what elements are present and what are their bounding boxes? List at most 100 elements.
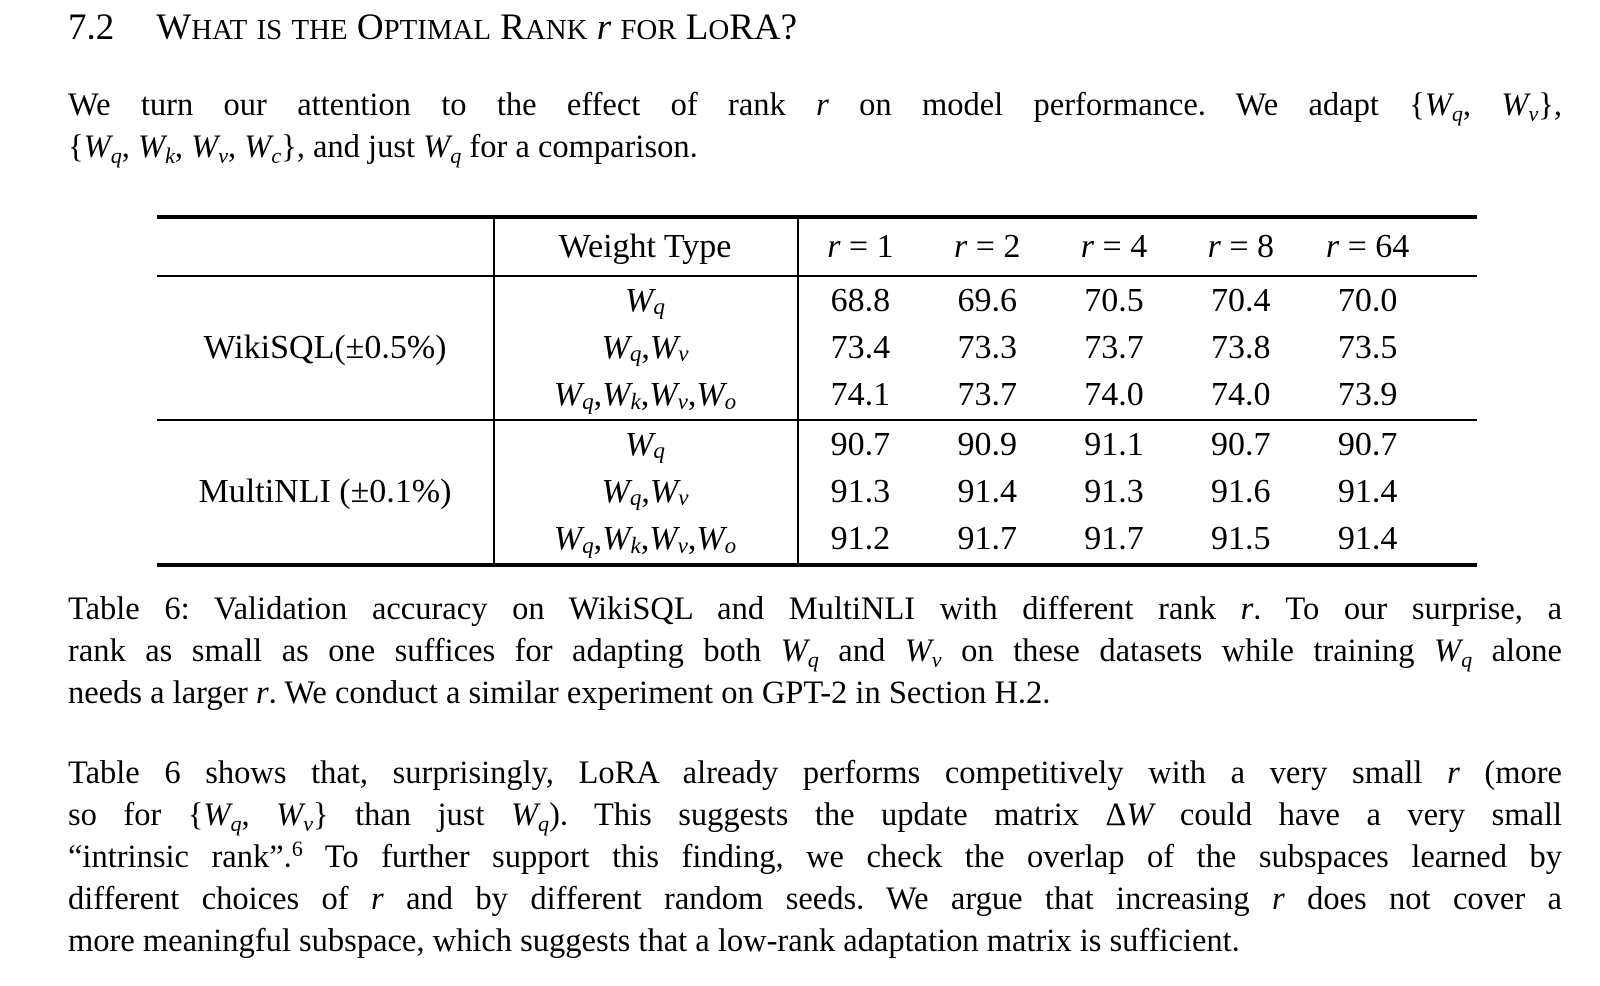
math-var: W (649, 520, 678, 558)
math-subscript: q (1461, 646, 1473, 672)
math-var: W (553, 376, 583, 414)
accuracy-value: 73.4 (830, 328, 891, 366)
table-row: 74.1 73.7 74.0 74.0 73.9 (797, 372, 1431, 419)
text-segment: Table 6 shows that, surprisingly, LoRA a… (68, 755, 1448, 791)
values-column: 90.7 90.9 91.1 90.7 90.7 91.3 91.4 91.3 91.6 91.4… (797, 421, 1477, 563)
math-var: W (904, 633, 932, 669)
text-segment: FOR (620, 14, 677, 46)
math-var: W (602, 520, 631, 558)
dataset-label: WikiSQL(±0.5%) (203, 328, 447, 366)
text-segment: , (241, 797, 277, 833)
accuracy-value: 91.4 (957, 472, 1017, 510)
text-segment: = 64 (1339, 228, 1410, 265)
text-segment: , (593, 376, 603, 414)
math-var: W (276, 797, 304, 833)
accuracy-value: 90.7 (1337, 425, 1398, 463)
accuracy-value: 74.1 (830, 376, 891, 414)
text-segment: (more (1459, 755, 1562, 791)
text-segment: needs a larger (68, 675, 256, 711)
math-subscript: k (165, 142, 175, 168)
text-segment: , (1462, 87, 1502, 123)
math-subscript: c (271, 142, 282, 168)
accuracy-value: 91.6 (1211, 472, 1271, 510)
accuracy-value: 69.6 (957, 281, 1017, 319)
math-var: r (256, 675, 269, 711)
table-row: 90.7 90.9 91.1 90.7 90.7 (797, 421, 1431, 468)
text-segment: ANK (524, 14, 588, 46)
text-segment: “intrinsic rank”. (68, 839, 292, 875)
text-segment: on these datasets while training (941, 633, 1434, 669)
math-subscript: q (1451, 100, 1463, 126)
text-segment: PTIMAL (383, 14, 491, 46)
table-row: 91.3 91.4 91.3 91.6 91.4 (797, 468, 1431, 515)
math-var: W (137, 129, 166, 165)
math-var: W (780, 633, 808, 669)
accuracy-value: 91.3 (830, 472, 891, 510)
math-var: W (1501, 87, 1529, 123)
math-subscript: q (110, 142, 122, 168)
text-segment: = 8 (1220, 228, 1274, 265)
text-segment: ). This suggests the update matrix Δ (549, 797, 1127, 833)
text-segment: , (687, 520, 697, 558)
text-segment: HAT (191, 14, 248, 46)
math-var: r (1447, 755, 1460, 791)
text-segment (587, 7, 596, 48)
math-var: W (1433, 633, 1462, 669)
table-row: 68.8 69.6 70.5 70.4 70.0 (797, 277, 1431, 324)
math-var: W (649, 376, 678, 414)
text-segment: = 2 (967, 228, 1021, 265)
math-subscript: q (538, 810, 550, 836)
math-var: W (553, 520, 583, 558)
accuracy-value: 90.7 (830, 425, 891, 463)
text-segment: = 4 (1094, 228, 1148, 265)
values-column: 68.8 69.6 70.5 70.4 70.0 73.4 73.3 73.7 73.8 73.5… (797, 277, 1477, 419)
math-var: r (827, 228, 841, 265)
math-subscript: q (807, 646, 819, 672)
math-subscript: v (1528, 100, 1539, 126)
rank-column-header: r = 4 (1051, 228, 1178, 266)
math-var: W (1126, 797, 1154, 833)
math-var: W (625, 281, 654, 319)
paragraph-discussion: Table 6 shows that, surprisingly, LoRA a… (68, 752, 1562, 962)
math-var: W (625, 425, 654, 463)
weight-type-header: Weight Type (558, 228, 732, 265)
text-segment: R (491, 7, 525, 48)
math-var: r (1240, 591, 1254, 627)
text-line: different choices of r and by different … (68, 878, 1562, 920)
math-var: r (953, 228, 968, 265)
rank-column-header: r = 1 (797, 228, 924, 266)
text-segment: for a comparison. (461, 129, 698, 165)
text-line: needs a larger r. We conduct a similar e… (68, 672, 1562, 714)
table-header-rule (157, 275, 1477, 277)
math-subscript: v (218, 142, 229, 168)
text-segment: { (68, 129, 84, 165)
accuracy-value: 68.8 (830, 281, 891, 319)
accuracy-value: 91.3 (1084, 472, 1144, 510)
rank-column-header: r = 8 (1177, 228, 1304, 266)
text-line: more meaningful subspace, which suggests… (68, 920, 1562, 962)
math-var: r (371, 881, 384, 917)
footnote-marker: 6 (291, 835, 303, 861)
text-segment: and (818, 633, 905, 669)
section-number: 7.2 (68, 7, 115, 48)
accuracy-value: 70.4 (1211, 281, 1271, 319)
text-segment: L (676, 7, 709, 48)
text-segment: , (640, 520, 650, 558)
text-segment: different choices of (68, 881, 372, 917)
text-line: {Wq, Wk, Wv, Wc}, and just Wq for a comp… (68, 126, 1562, 168)
text-segment: } than just (313, 797, 511, 833)
text-segment: . We conduct a similar experiment on GPT… (268, 675, 1051, 711)
text-segment: }, and just (281, 129, 424, 165)
accuracy-value: 90.7 (1211, 425, 1271, 463)
text-line: We turn our attention to the effect of r… (68, 84, 1562, 126)
math-var: r (1207, 228, 1221, 265)
paragraph-intro: We turn our attention to the effect of r… (68, 84, 1562, 168)
text-segment: , (174, 129, 192, 165)
math-var: r (816, 87, 829, 123)
accuracy-value: 73.7 (957, 376, 1017, 414)
table-bottom-rule (157, 562, 1477, 567)
